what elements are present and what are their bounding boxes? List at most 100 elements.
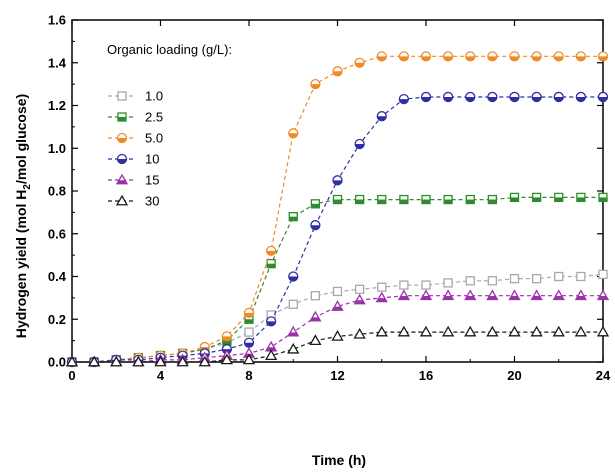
data-point <box>176 355 189 367</box>
data-point <box>419 325 433 337</box>
data-point <box>132 355 145 367</box>
data-point-fill <box>377 199 386 204</box>
data-point <box>375 325 388 337</box>
data-point <box>244 327 254 337</box>
data-point <box>421 280 431 290</box>
data-point-outline <box>242 353 256 365</box>
data-point-fill <box>576 56 586 61</box>
data-point-fill <box>465 295 476 300</box>
data-point-fill <box>510 96 519 102</box>
data-point-fill <box>399 56 409 61</box>
data-point <box>353 327 366 339</box>
data-point <box>597 51 609 62</box>
data-point-outline <box>176 355 189 367</box>
data-point <box>598 269 608 280</box>
data-point <box>575 91 587 103</box>
data-point <box>598 192 608 203</box>
data-point-outline <box>508 325 521 337</box>
data-point-fill <box>244 312 254 318</box>
data-point-fill <box>355 199 364 204</box>
data-point-fill <box>355 62 365 68</box>
data-point-fill <box>377 56 387 61</box>
data-point-outline <box>443 278 453 288</box>
legend-marker-fill <box>117 180 127 184</box>
y-axis-title-subscript: 2 <box>22 184 33 190</box>
data-point <box>442 91 454 103</box>
legend-label: 15 <box>145 173 159 188</box>
data-point <box>443 278 453 288</box>
data-point <box>154 355 167 367</box>
data-point-outline <box>288 299 298 309</box>
x-tick-label: 24 <box>596 368 611 383</box>
legend-marker-outline <box>115 194 129 206</box>
legend-marker <box>117 91 127 101</box>
data-point <box>332 194 343 205</box>
data-point <box>553 51 564 62</box>
data-point-fill <box>422 199 430 204</box>
data-point-outline <box>110 355 123 367</box>
legend-marker-fill <box>117 159 127 164</box>
data-point <box>420 91 432 103</box>
data-point-outline <box>419 325 433 337</box>
legend-label: 5.0 <box>145 131 163 146</box>
data-point <box>198 355 211 367</box>
data-point-fill <box>598 295 608 300</box>
legend-marker <box>115 194 129 206</box>
data-point <box>530 289 543 301</box>
data-point-fill <box>598 56 608 61</box>
data-point <box>397 325 410 337</box>
data-point-outline <box>487 276 498 286</box>
legend-item: 30 <box>108 194 159 209</box>
data-point-outline <box>596 325 610 337</box>
data-point-outline <box>310 291 321 301</box>
data-point-outline <box>331 330 344 341</box>
data-point-fill <box>443 56 453 61</box>
data-point-fill <box>333 71 342 76</box>
data-point <box>398 93 410 105</box>
data-point <box>310 78 321 90</box>
data-point <box>331 300 344 311</box>
data-point-fill <box>354 300 365 304</box>
data-point <box>486 289 499 301</box>
data-point <box>88 355 101 367</box>
x-tick-label: 8 <box>245 368 252 383</box>
data-point-outline <box>65 355 79 367</box>
data-point <box>265 316 277 327</box>
data-point <box>221 331 233 342</box>
data-point <box>288 128 299 139</box>
data-point <box>464 289 477 301</box>
series-15 <box>65 289 610 367</box>
data-point <box>265 349 278 360</box>
data-point <box>220 353 233 365</box>
series-30 <box>65 325 610 367</box>
data-point-outline <box>132 355 145 367</box>
data-point-fill <box>266 347 277 351</box>
data-point-outline <box>531 273 542 284</box>
y-tick-label: 0.8 <box>48 184 66 199</box>
data-point <box>377 194 387 205</box>
legend-label: 30 <box>145 194 159 209</box>
data-point <box>465 276 475 286</box>
data-point-outline <box>287 342 300 354</box>
data-point <box>486 325 499 337</box>
legend-label: 1.0 <box>145 89 163 104</box>
data-point <box>110 355 123 367</box>
data-point-fill <box>310 84 320 89</box>
data-point <box>554 271 564 282</box>
data-point-fill <box>398 295 409 300</box>
data-point <box>553 91 564 103</box>
data-point-outline <box>377 282 387 292</box>
data-point-outline <box>88 355 101 367</box>
data-point <box>353 293 366 305</box>
data-point-fill <box>310 317 321 321</box>
data-point-fill <box>554 197 563 202</box>
data-point <box>465 91 476 103</box>
data-point-fill <box>222 340 231 345</box>
data-point-fill <box>576 96 586 102</box>
series-1-0 <box>67 269 608 367</box>
legend-title: Organic loading (g/L): <box>107 42 232 57</box>
data-point <box>399 280 409 290</box>
data-point <box>487 51 498 62</box>
y-tick-label: 1.0 <box>48 141 66 156</box>
data-point-fill <box>245 319 253 324</box>
